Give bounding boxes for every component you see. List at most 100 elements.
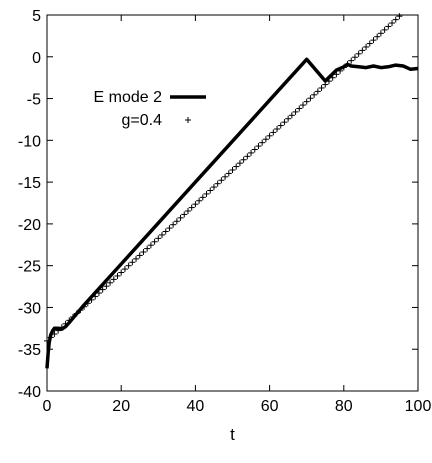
marker-plus [210, 184, 217, 191]
marker-plus [188, 204, 195, 211]
legend-label-g: g=0.4 [122, 112, 163, 129]
marker-plus [51, 331, 58, 338]
marker-plus [392, 16, 399, 23]
marker-plus [192, 201, 199, 208]
marker-plus [377, 30, 384, 37]
marker-plus [159, 231, 166, 238]
marker-plus [359, 47, 366, 54]
marker-plus [173, 218, 180, 225]
marker-plus [181, 211, 188, 218]
y-tick-label: -5 [27, 92, 41, 109]
marker-plus [214, 180, 221, 187]
marker-plus [136, 252, 143, 259]
y-tick-label: -20 [18, 217, 41, 234]
marker-plus [337, 67, 344, 74]
marker-plus [277, 122, 284, 129]
y-tick-label: -30 [18, 300, 41, 317]
marker-plus [299, 102, 306, 109]
x-tick-label: 60 [261, 398, 279, 415]
marker-plus [140, 249, 147, 256]
x-tick-label: 100 [405, 398, 432, 415]
x-tick-label: 20 [112, 398, 130, 415]
marker-plus [281, 119, 288, 126]
marker-plus [292, 108, 299, 115]
marker-plus [118, 269, 125, 276]
y-tick-label: 0 [32, 50, 41, 67]
marker-plus [329, 74, 336, 81]
marker-plus [147, 242, 154, 249]
marker-plus [66, 317, 73, 324]
marker-plus [133, 255, 140, 262]
marker-plus [322, 81, 329, 88]
marker-plus [259, 139, 266, 146]
marker-plus [77, 307, 84, 314]
marker-plus [385, 23, 392, 30]
y-tick-label: -35 [18, 342, 41, 359]
marker-plus [314, 88, 321, 95]
marker-plus [355, 50, 362, 57]
marker-plus [55, 327, 62, 334]
marker-plus [351, 54, 358, 61]
marker-plus [166, 225, 173, 232]
marker-plus [340, 64, 347, 71]
marker-plus [129, 259, 136, 266]
marker-plus [92, 293, 99, 300]
marker-plus [389, 20, 396, 27]
marker-plus [114, 272, 121, 279]
y-tick-label: 5 [32, 8, 41, 25]
y-tick-label: -10 [18, 133, 41, 150]
marker-plus [58, 324, 65, 331]
y-tick-label: -15 [18, 175, 41, 192]
marker-plus [218, 177, 225, 184]
marker-plus [307, 95, 314, 102]
marker-plus [155, 235, 162, 242]
marker-plus [325, 78, 332, 85]
marker-plus [81, 303, 88, 310]
marker-plus [44, 337, 50, 344]
marker-plus [303, 98, 310, 105]
marker-plus [266, 132, 273, 139]
marker-plus [396, 13, 403, 20]
marker-plus [162, 228, 169, 235]
x-tick-label: 40 [187, 398, 205, 415]
marker-plus [69, 313, 76, 320]
tick-labels: 0 20 40 60 80 100 -40 -35 -30 -25 -20 -15 -10 -5 0 5 [18, 8, 432, 415]
marker-plus [333, 71, 340, 78]
marker-plus [99, 286, 106, 293]
marker-plus [240, 156, 247, 163]
marker-plus [222, 173, 229, 180]
marker-plus [103, 283, 110, 290]
marker-plus [244, 153, 251, 160]
marker-plus [262, 136, 269, 143]
y-tick-label: -25 [18, 259, 41, 276]
marker-plus [318, 84, 325, 91]
marker-plus [348, 57, 355, 64]
marker-plus [203, 190, 210, 197]
marker-plus [270, 129, 277, 136]
marker-plus [151, 238, 158, 245]
marker-plus [374, 33, 381, 40]
marker-plus [366, 40, 373, 47]
plot-frame [46, 14, 419, 392]
x-tick-label: 80 [335, 398, 353, 415]
marker-plus [285, 115, 292, 122]
legend-swatch-plus [185, 117, 191, 123]
marker-plus [296, 105, 303, 112]
legend-label-e-mode-2: E mode 2 [94, 89, 163, 106]
marker-plus [255, 143, 262, 150]
legend: E mode 2 g=0.4 [94, 89, 206, 129]
marker-plus [184, 208, 191, 215]
marker-plus [233, 163, 240, 170]
axis-ticks [46, 14, 419, 392]
marker-plus [225, 170, 232, 177]
marker-plus [144, 245, 151, 252]
marker-plus [229, 166, 236, 173]
marker-plus [95, 290, 102, 297]
marker-plus [207, 187, 214, 194]
marker-plus [62, 320, 69, 327]
marker-plus [311, 91, 318, 98]
marker-plus [248, 149, 255, 156]
plot-area [44, 13, 419, 369]
marker-plus [251, 146, 258, 153]
marker-plus [107, 279, 114, 286]
